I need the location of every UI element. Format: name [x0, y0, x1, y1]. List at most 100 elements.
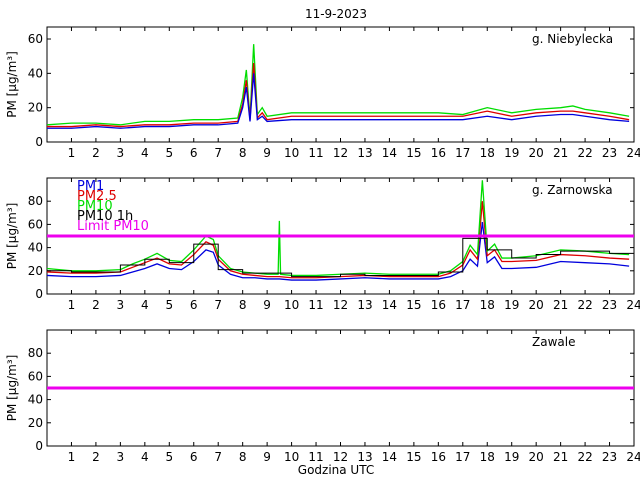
- legend-entry: PM1: [77, 179, 104, 194]
- x-tick-label: 16: [431, 298, 446, 312]
- x-tick-label: 6: [190, 450, 198, 464]
- legend-entry: PM10: [77, 199, 113, 214]
- x-tick-label: 1: [68, 146, 76, 160]
- x-tick-label: 15: [406, 146, 421, 160]
- y-tick-label: 60: [28, 217, 43, 231]
- x-tick-label: 7: [214, 450, 222, 464]
- x-tick-label: 20: [529, 298, 544, 312]
- x-tick-label: 17: [455, 450, 470, 464]
- x-tick-label: 7: [214, 298, 222, 312]
- x-tick-label: 12: [333, 450, 348, 464]
- x-tick-label: 24: [626, 146, 640, 160]
- series-group: [47, 44, 630, 129]
- x-tick-label: 19: [504, 450, 519, 464]
- series-line-pm1: [47, 222, 630, 281]
- x-tick-label: 5: [165, 146, 173, 160]
- x-tick-label: 18: [480, 146, 495, 160]
- x-tick-label: 8: [239, 450, 247, 464]
- legend-entry: Limit PM10: [77, 219, 149, 234]
- x-tick-label: 9: [263, 298, 271, 312]
- station-label: Zawale: [532, 335, 575, 349]
- x-tick-label: 10: [284, 450, 299, 464]
- figure-title: 11-9-2023: [305, 7, 367, 21]
- series-line-pm10_1h: [47, 237, 634, 278]
- x-tick-label: 22: [577, 298, 592, 312]
- x-tick-label: 23: [602, 450, 617, 464]
- x-tick-label: 3: [117, 450, 125, 464]
- x-tick-label: 2: [92, 450, 100, 464]
- x-tick-label: 18: [480, 298, 495, 312]
- y-tick-label: 20: [28, 101, 43, 115]
- x-tick-label: 8: [239, 298, 247, 312]
- x-tick-label: 24: [626, 298, 640, 312]
- x-tick-label: 11: [308, 450, 323, 464]
- x-tick-label: 9: [263, 146, 271, 160]
- x-tick-label: 19: [504, 146, 519, 160]
- x-tick-label: 22: [577, 146, 592, 160]
- x-tick-label: 12: [333, 146, 348, 160]
- station-label: g. Zarnowska: [532, 183, 613, 197]
- x-tick-label: 11: [308, 146, 323, 160]
- y-axis-label: PM [μg/m³]: [5, 355, 19, 422]
- plot-area: [46, 26, 635, 143]
- x-tick-label: 2: [92, 146, 100, 160]
- x-tick-label: 4: [141, 146, 149, 160]
- y-axis-label: PM [μg/m³]: [5, 203, 19, 270]
- x-tick-label: 21: [553, 146, 568, 160]
- x-tick-label: 20: [529, 146, 544, 160]
- x-tick-label: 3: [117, 298, 125, 312]
- y-tick-label: 20: [28, 264, 43, 278]
- y-tick-label: 60: [28, 369, 43, 383]
- y-tick-label: 0: [35, 135, 43, 149]
- y-tick-label: 40: [28, 393, 43, 407]
- x-tick-label: 3: [117, 146, 125, 160]
- x-tick-label: 15: [406, 298, 421, 312]
- x-tick-label: 22: [577, 450, 592, 464]
- x-tick-label: 21: [553, 450, 568, 464]
- x-tick-label: 13: [357, 298, 372, 312]
- x-axis-label: Godzina UTC: [298, 463, 374, 477]
- x-tick-label: 1: [68, 298, 76, 312]
- series-line-pm10: [47, 44, 630, 126]
- y-tick-label: 80: [28, 194, 43, 208]
- x-tick-label: 14: [382, 298, 397, 312]
- x-tick-label: 16: [431, 146, 446, 160]
- x-tick-label: 20: [529, 450, 544, 464]
- legend-entry: PM10 1h: [77, 209, 133, 224]
- y-tick-label: 40: [28, 241, 43, 255]
- x-tick-label: 24: [626, 450, 640, 464]
- x-tick-label: 7: [214, 146, 222, 160]
- y-tick-label: 80: [28, 346, 43, 360]
- x-tick-label: 17: [455, 146, 470, 160]
- x-tick-label: 4: [141, 298, 149, 312]
- x-tick-label: 6: [190, 146, 198, 160]
- x-tick-label: 6: [190, 298, 198, 312]
- series-line-pm25: [47, 63, 630, 128]
- x-tick-label: 12: [333, 298, 348, 312]
- x-tick-label: 19: [504, 298, 519, 312]
- x-tick-label: 10: [284, 298, 299, 312]
- x-tick-label: 14: [382, 450, 397, 464]
- x-tick-label: 4: [141, 450, 149, 464]
- x-tick-label: 14: [382, 146, 397, 160]
- x-tick-label: 1: [68, 450, 76, 464]
- x-tick-label: 8: [239, 146, 247, 160]
- x-tick-label: 13: [357, 146, 372, 160]
- y-tick-label: 60: [28, 32, 43, 46]
- x-tick-label: 13: [357, 450, 372, 464]
- legend-entry: PM2.5: [77, 189, 117, 204]
- y-tick-label: 0: [35, 287, 43, 301]
- series-line-pm1: [47, 73, 630, 129]
- y-tick-label: 20: [28, 416, 43, 430]
- x-tick-label: 9: [263, 450, 271, 464]
- x-tick-label: 18: [480, 450, 495, 464]
- station-label: g. Niebylecka: [532, 32, 613, 46]
- x-tick-label: 10: [284, 146, 299, 160]
- x-tick-label: 15: [406, 450, 421, 464]
- x-tick-label: 23: [602, 298, 617, 312]
- series-line-pm25: [47, 201, 630, 279]
- x-tick-label: 16: [431, 450, 446, 464]
